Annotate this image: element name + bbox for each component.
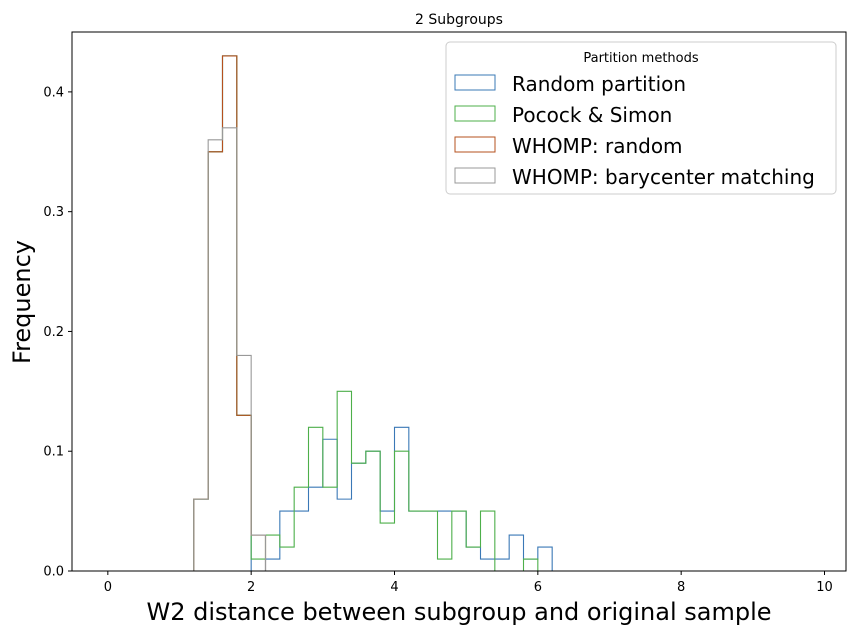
x-tick-label: 2: [247, 580, 255, 595]
chart-title: 2 Subgroups: [415, 12, 503, 28]
y-tick-label: 0.0: [43, 565, 64, 580]
x-tick-label: 0: [104, 580, 112, 595]
plot-frame: [71, 31, 847, 572]
x-axis-label: W2 distance between subgroup and origina…: [146, 598, 771, 626]
legend-title: Partition methods: [583, 51, 699, 66]
legend-label-whomp-random: WHOMP: random: [512, 134, 683, 158]
y-tick-label: 0.3: [43, 205, 64, 220]
x-tick-label: 10: [816, 580, 833, 595]
y-tick-label: 0.1: [43, 445, 64, 460]
legend-swatch-whomp-barycenter: [454, 167, 496, 184]
x-tick-label: 8: [677, 580, 685, 595]
x-tick-label: 4: [390, 580, 398, 595]
legend: Partition methods Random partition Pococ…: [445, 41, 837, 195]
legend-swatch-whomp-random: [454, 136, 496, 153]
y-tick-label: 0.2: [43, 325, 64, 340]
legend-swatch-random-partition: [454, 74, 496, 91]
y-axis-label: Frequency: [8, 240, 36, 364]
axis-layer: 0 2 4 6 8 10 0.0 0.1 0.2 0.3 0.4: [43, 85, 832, 595]
y-tick-label: 0.4: [43, 85, 64, 100]
legend-label-random-partition: Random partition: [512, 72, 686, 96]
x-tick-label: 6: [534, 580, 542, 595]
legend-label-pocock-simon: Pocock & Simon: [512, 103, 672, 127]
legend-label-whomp-barycenter: WHOMP: barycenter matching: [512, 165, 815, 189]
legend-box: [445, 41, 837, 195]
legend-swatch-pocock-simon: [454, 105, 496, 122]
